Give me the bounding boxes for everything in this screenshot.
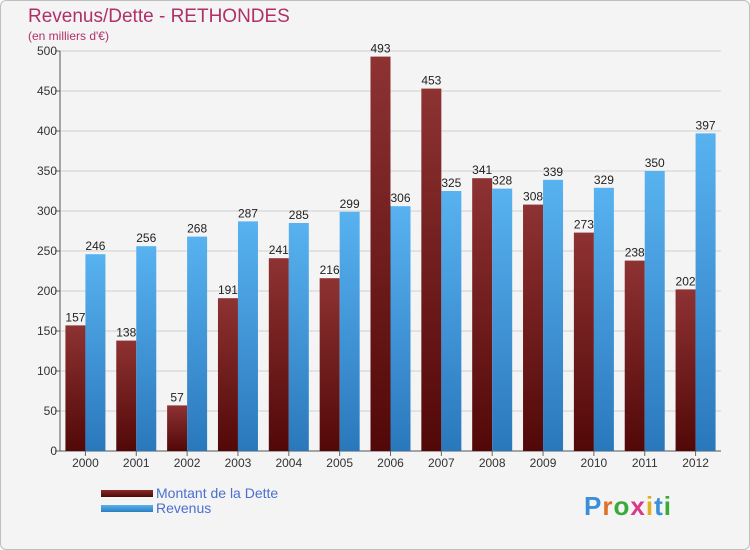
logo-letter: t bbox=[654, 491, 664, 521]
x-tick-label: 2004 bbox=[275, 456, 302, 470]
logo-letter: i bbox=[663, 491, 672, 521]
logo-letter: x bbox=[630, 491, 646, 521]
data-label-dette: 238 bbox=[625, 246, 645, 260]
proxiti-logo: Proxiti bbox=[584, 491, 672, 522]
bar-dette bbox=[675, 289, 696, 451]
data-label-revenus: 325 bbox=[441, 176, 461, 190]
logo-letter: o bbox=[613, 491, 631, 521]
x-tick-label: 2012 bbox=[682, 456, 709, 470]
x-tick-label: 2005 bbox=[326, 456, 353, 470]
y-tick-label: 350 bbox=[37, 164, 57, 178]
bar-revenus bbox=[339, 211, 360, 451]
data-label-revenus: 339 bbox=[543, 165, 563, 179]
x-tick-label: 2000 bbox=[72, 456, 99, 470]
data-label-dette: 341 bbox=[472, 163, 492, 177]
logo-letter: P bbox=[584, 491, 603, 521]
bar-dette bbox=[370, 56, 391, 451]
bar-dette bbox=[624, 260, 645, 451]
bar-revenus bbox=[543, 179, 564, 452]
bar-dette bbox=[319, 278, 340, 451]
data-label-revenus: 285 bbox=[289, 208, 309, 222]
data-label-revenus: 299 bbox=[340, 197, 360, 211]
bar-revenus bbox=[136, 246, 157, 451]
bar-dette bbox=[268, 258, 289, 451]
data-label-revenus: 246 bbox=[85, 239, 105, 253]
chart-subtitle: (en milliers d'€) bbox=[28, 29, 109, 43]
data-label-dette: 157 bbox=[65, 310, 85, 324]
y-tick-label: 250 bbox=[37, 244, 57, 258]
legend-label-revenus: Revenus bbox=[156, 500, 212, 516]
x-tick-label: 2008 bbox=[479, 456, 506, 470]
logo-letter: i bbox=[645, 491, 655, 521]
bar-dette bbox=[523, 204, 544, 451]
data-label-revenus: 306 bbox=[390, 191, 410, 205]
data-label-revenus: 328 bbox=[492, 174, 512, 188]
y-tick-label: 450 bbox=[37, 84, 57, 98]
data-label-dette: 308 bbox=[523, 190, 543, 204]
x-tick-label: 2006 bbox=[377, 456, 404, 470]
bar-revenus bbox=[695, 133, 716, 451]
y-tick-label: 500 bbox=[37, 44, 57, 58]
logo-letter: r bbox=[602, 491, 614, 521]
data-label-dette: 57 bbox=[170, 390, 184, 404]
data-label-revenus: 397 bbox=[696, 118, 716, 132]
x-tick-label: 2002 bbox=[174, 456, 201, 470]
bar-revenus bbox=[492, 188, 513, 451]
data-label-revenus: 287 bbox=[238, 206, 258, 220]
data-label-dette: 191 bbox=[218, 283, 238, 297]
x-tick-label: 2011 bbox=[632, 456, 658, 470]
y-tick-label: 400 bbox=[37, 124, 57, 138]
bar-dette bbox=[573, 232, 594, 451]
bar-revenus bbox=[644, 171, 665, 451]
y-tick-label: 150 bbox=[37, 324, 57, 338]
data-label-revenus: 268 bbox=[187, 222, 207, 236]
bar-dette bbox=[167, 405, 188, 451]
bar-revenus bbox=[288, 223, 309, 451]
bar-dette bbox=[472, 178, 493, 451]
x-tick-label: 2003 bbox=[225, 456, 252, 470]
data-label-dette: 216 bbox=[320, 263, 340, 277]
data-label-dette: 493 bbox=[370, 42, 390, 56]
bar-revenus bbox=[593, 187, 614, 452]
data-label-revenus: 350 bbox=[645, 156, 665, 170]
legend-swatch-revenus bbox=[101, 505, 153, 512]
legend-label-dette: Montant de la Dette bbox=[156, 485, 279, 501]
bar-dette bbox=[421, 88, 442, 451]
bar-dette bbox=[65, 325, 86, 451]
data-label-revenus: 329 bbox=[594, 173, 614, 187]
x-tick-label: 2001 bbox=[123, 456, 150, 470]
data-label-dette: 273 bbox=[574, 218, 594, 232]
bar-revenus bbox=[441, 191, 462, 451]
bar-dette bbox=[217, 298, 238, 451]
data-label-revenus: 256 bbox=[136, 231, 156, 245]
y-tick-label: 200 bbox=[37, 284, 57, 298]
y-tick-label: 100 bbox=[37, 364, 57, 378]
legend-swatch-dette bbox=[101, 490, 153, 497]
bar-revenus bbox=[85, 254, 106, 451]
data-label-dette: 453 bbox=[421, 74, 441, 88]
bar-revenus bbox=[390, 206, 411, 451]
data-label-dette: 241 bbox=[269, 243, 289, 257]
chart-title: Revenus/Dette - RETHONDES bbox=[28, 6, 290, 27]
data-label-dette: 138 bbox=[116, 326, 136, 340]
x-tick-label: 2007 bbox=[428, 456, 455, 470]
y-tick-label: 0 bbox=[50, 444, 57, 458]
x-tick-label: 2010 bbox=[581, 456, 608, 470]
bar-dette bbox=[116, 340, 137, 451]
y-tick-label: 50 bbox=[44, 404, 58, 418]
bar-revenus bbox=[187, 236, 208, 451]
y-tick-label: 300 bbox=[37, 204, 57, 218]
data-label-dette: 202 bbox=[676, 274, 696, 288]
bar-revenus bbox=[237, 221, 258, 451]
x-tick-label: 2009 bbox=[530, 456, 557, 470]
